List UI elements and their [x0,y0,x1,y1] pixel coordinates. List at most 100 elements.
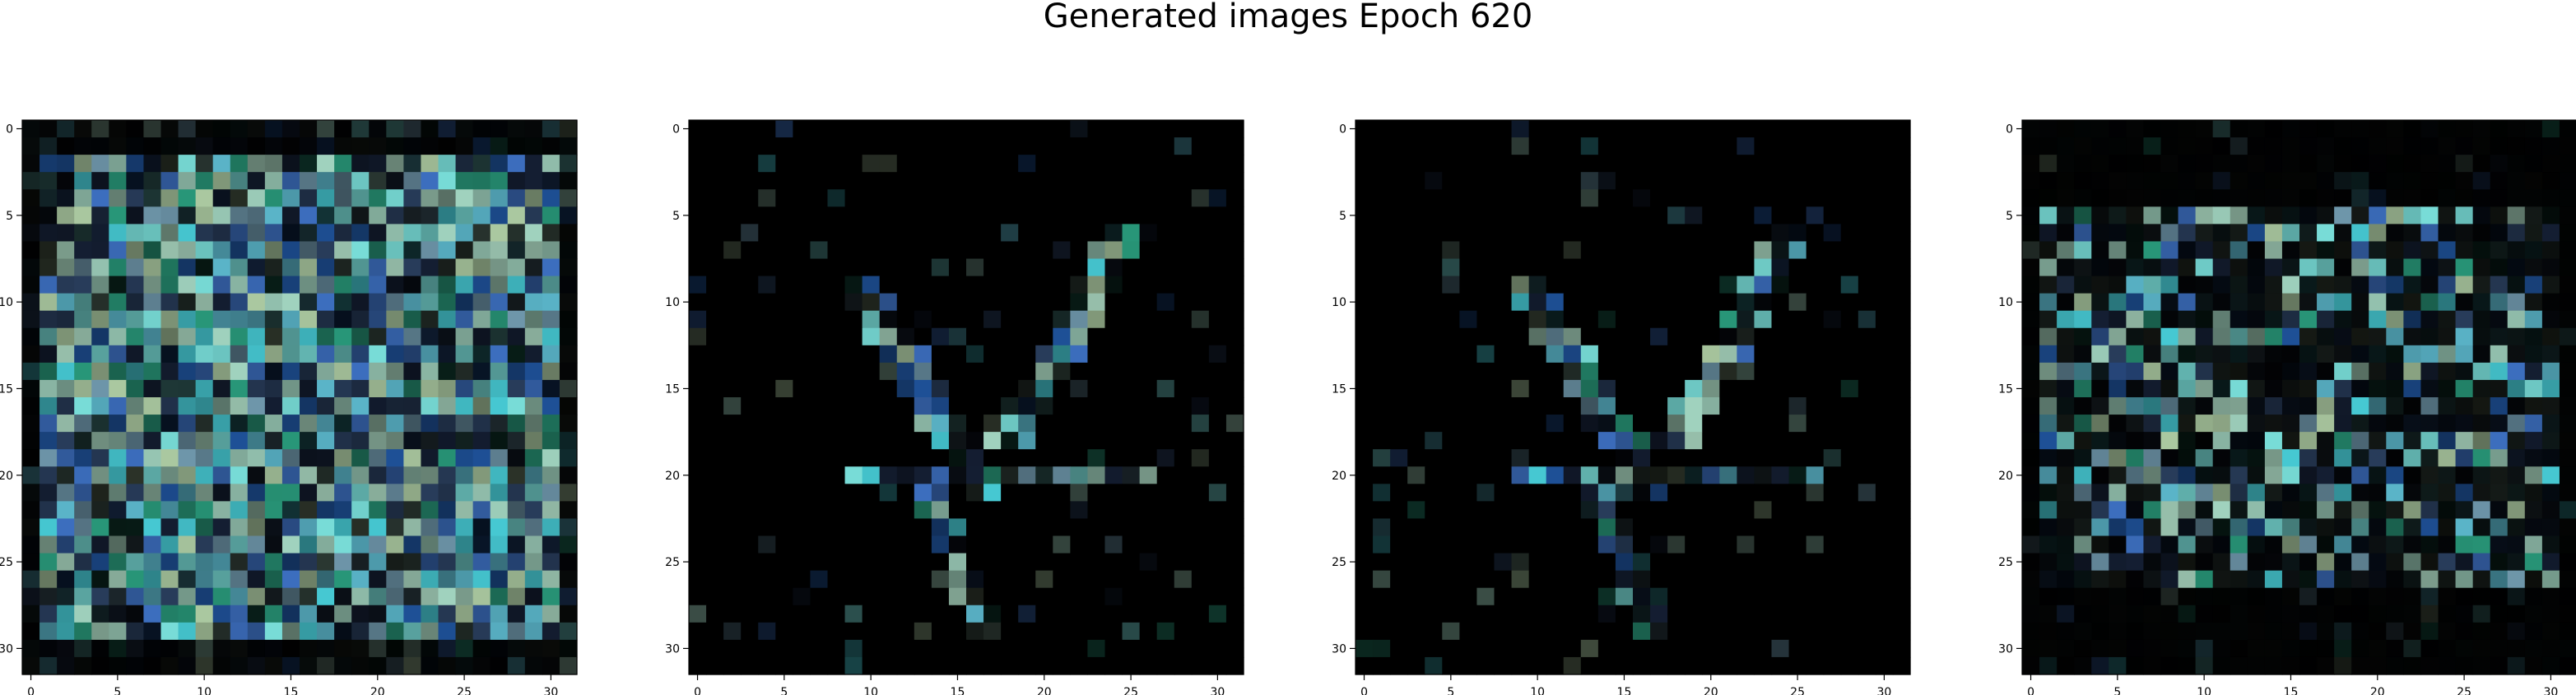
pixel-cell [1425,553,1443,572]
pixel-cell [1390,276,1408,294]
pixel-cell [1685,622,1703,641]
pixel-cell [1390,501,1408,520]
pixel-cell [1407,397,1425,415]
pixel-cell [862,379,881,398]
pixel-cell [1191,587,1210,606]
pixel-cell [1771,276,1790,294]
pixel-cell [1070,397,1089,415]
pixel-cell [1615,466,1634,484]
pixel-cell [1892,449,1911,467]
pixel-cell [490,155,509,173]
pixel-cell [264,570,283,589]
pixel-cell [109,241,127,260]
pixel-cell [862,432,881,450]
pixel-cell [2490,570,2509,589]
pixel-cell [1719,241,1737,260]
pixel-cell [1459,293,1478,312]
pixel-cell [1494,327,1513,346]
pixel-cell [143,327,162,346]
pixel-cell [1122,432,1141,450]
pixel-cell [1580,605,1599,623]
pixel-cell [1087,189,1106,207]
pixel-cell [2074,172,2092,190]
pixel-cell [723,656,742,675]
pixel-cell [490,206,509,225]
pixel-cell [2455,415,2474,433]
pixel-cell [1494,656,1513,675]
pixel-cell [2022,327,2040,346]
pixel-cell [1615,345,1634,364]
pixel-cell [2490,397,2509,415]
pixel-cell [1208,605,1227,623]
pixel-cell [1139,587,1158,606]
pixel-cell [281,570,300,589]
pixel-cell [1823,605,1842,623]
pixel-cell [1875,206,1894,225]
pixel-cell [40,310,58,329]
pixel-cell [1702,362,1720,381]
pixel-cell [1511,484,1530,502]
pixel-cell [1667,518,1686,537]
pixel-cell [2299,206,2318,225]
pixel-cell [2317,206,2335,225]
pixel-cell [126,258,145,277]
pixel-cell [2264,432,2283,450]
pixel-cell [524,345,543,364]
pixel-cell [1070,432,1089,450]
pixel-cell [2126,553,2145,572]
pixel-cell [212,310,231,329]
pixel-cell [1053,656,1071,675]
pixel-cell [1104,241,1123,260]
pixel-cell [1788,432,1807,450]
pixel-cell [2039,224,2058,243]
pixel-cell [2057,397,2075,415]
pixel-cell [2541,327,2560,346]
pixel-cell [1823,415,1842,433]
pixel-cell [403,293,422,312]
pixel-cell [143,137,162,155]
pixel-cell [1580,224,1599,243]
pixel-cell [40,449,58,467]
pixel-cell [1840,518,1859,537]
pixel-cell [1858,310,1876,329]
pixel-cell [351,189,370,207]
pixel-cell [22,432,40,450]
pixel-cell [2281,622,2300,641]
pixel-cell [914,501,932,520]
pixel-cell [438,587,457,606]
pixel-cell [91,293,109,312]
pixel-cell [2420,639,2439,658]
pixel-cell [1001,432,1019,450]
pixel-cell [1667,415,1686,433]
pixel-cell [2438,449,2457,467]
pixel-cell [844,432,863,450]
axes-frame [1355,119,1911,675]
pixel-cell [2420,310,2439,329]
pixel-cell [723,379,742,398]
pixel-cell [1355,449,1374,467]
pixel-cell [844,587,863,606]
pixel-cell [983,276,1002,294]
pixel-cell [1633,449,1651,467]
pixel-cell [2091,327,2109,346]
pixel-cell [1771,189,1790,207]
pixel-cell [1528,379,1547,398]
pixel-cell [1459,535,1478,554]
pixel-cell [1208,570,1227,589]
pixel-cell [1070,362,1089,381]
pixel-cell [57,224,75,243]
pixel-cell [300,172,318,190]
pixel-cell [896,656,915,675]
pixel-cell [1373,449,1391,467]
pixel-cell [2230,310,2248,329]
pixel-cell [74,345,92,364]
pixel-cell [472,258,491,277]
pixel-cell [369,484,387,502]
pixel-cell [386,155,404,173]
pixel-cell [472,587,491,606]
pixel-cell [1823,172,1842,190]
pixel-cell [1823,432,1842,450]
pixel-cell [472,466,491,484]
pixel-cell [775,293,793,312]
pixel-cell [472,276,491,294]
